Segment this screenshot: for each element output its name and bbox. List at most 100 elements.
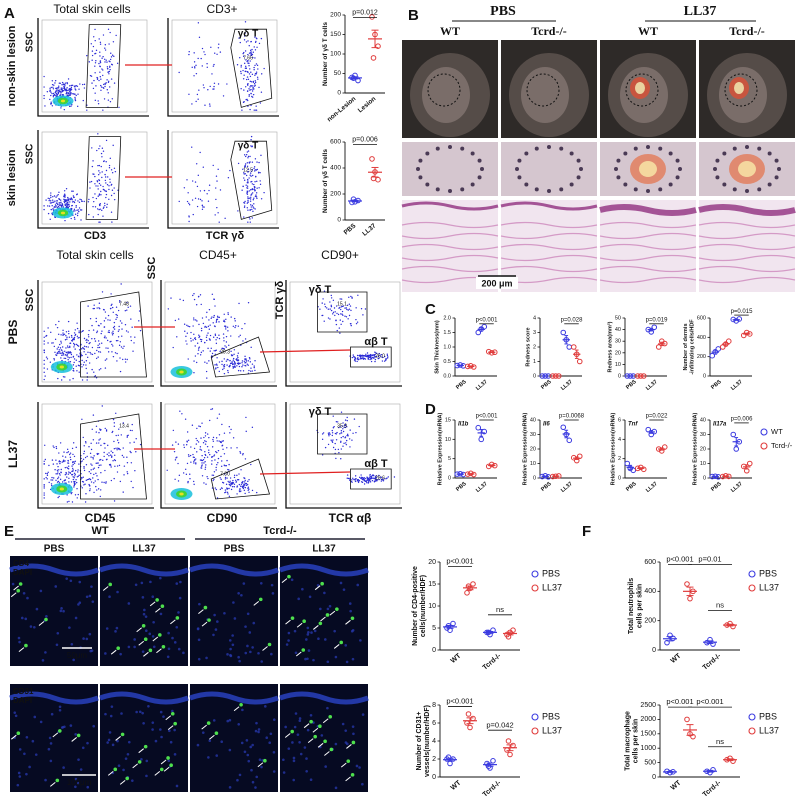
legend-label: WT: [771, 427, 783, 436]
event: [98, 164, 101, 167]
nucleus: [291, 741, 294, 744]
event: [250, 145, 252, 147]
event: [43, 487, 45, 489]
event: [200, 329, 203, 332]
event: [230, 488, 233, 491]
positive-cell: [169, 763, 173, 768]
event: [209, 85, 211, 88]
dermis-fiber: [599, 254, 697, 262]
event: [251, 73, 254, 76]
event: [248, 356, 251, 359]
event: [250, 54, 252, 56]
event: [67, 78, 70, 80]
pointer-arrow: [154, 771, 161, 776]
x-tick-label: PBS: [343, 222, 358, 236]
y-axis-label: cells(number/HDF): [420, 575, 427, 637]
dot: [457, 470, 464, 477]
nucleus: [34, 753, 38, 756]
event: [131, 429, 133, 432]
y-tick-label: 10: [445, 437, 451, 443]
y-tick-label: 4: [432, 738, 436, 745]
event: [200, 467, 202, 469]
nucleus: [173, 728, 176, 732]
event: [201, 208, 204, 211]
y-axis-label: Redness area(mm²): [606, 321, 613, 372]
event: [73, 484, 75, 487]
event: [234, 363, 236, 366]
y-tick-label: 0: [432, 774, 436, 781]
event: [105, 169, 108, 172]
event: [215, 466, 217, 469]
event: [72, 478, 75, 481]
ink-dot: [460, 146, 465, 151]
event: [96, 181, 99, 183]
density-core: [59, 487, 64, 491]
event: [60, 379, 63, 381]
event: [210, 46, 212, 48]
event: [92, 414, 95, 416]
nucleus: [144, 629, 148, 633]
event: [94, 28, 96, 31]
event: [46, 358, 49, 360]
event: [244, 338, 247, 340]
legend-marker: [760, 428, 768, 436]
event: [64, 219, 66, 222]
label: 7.30: [220, 471, 230, 477]
event: [126, 309, 128, 311]
event: [193, 360, 195, 362]
event: [98, 346, 101, 349]
nucleus: [244, 651, 248, 655]
event: [339, 298, 341, 300]
label: Total skin cells: [56, 248, 133, 262]
event: [198, 89, 200, 91]
event: [101, 57, 103, 59]
event: [112, 355, 115, 358]
event: [98, 208, 100, 211]
event: [94, 99, 97, 102]
annotation: p<0.001: [696, 697, 723, 706]
event: [68, 453, 71, 456]
event: [69, 345, 71, 348]
event: [99, 184, 102, 186]
pointer-arrow: [320, 616, 326, 622]
event: [100, 89, 102, 91]
event: [215, 488, 218, 491]
event: [367, 481, 370, 484]
event: [98, 62, 100, 65]
dot: [733, 446, 740, 452]
label: 20.3: [220, 349, 230, 355]
pointer-arrow: [49, 781, 56, 787]
label: SSC: [146, 257, 158, 280]
annotation: p=0.006: [352, 137, 378, 144]
event: [119, 320, 122, 322]
event: [247, 201, 249, 203]
event: [244, 163, 247, 165]
nucleus: [251, 743, 254, 747]
shaved-skin: [422, 67, 470, 123]
event: [98, 307, 100, 309]
event: [62, 354, 64, 356]
dot: [661, 444, 668, 450]
event: [97, 466, 100, 469]
event: [367, 355, 370, 358]
nucleus: [285, 643, 289, 646]
event: [74, 460, 77, 463]
event: [99, 51, 101, 53]
event: [194, 67, 196, 69]
event: [61, 89, 64, 92]
event: [372, 354, 375, 356]
event: [384, 355, 386, 358]
dot: [484, 760, 490, 767]
legend-marker: [748, 570, 756, 578]
event: [236, 493, 238, 495]
event: [242, 487, 245, 490]
y-tick-label: 0: [618, 373, 621, 379]
event: [214, 487, 217, 489]
event: [111, 334, 114, 336]
event: [218, 370, 220, 373]
event: [74, 348, 76, 350]
event: [335, 433, 337, 435]
event: [171, 444, 174, 446]
event: [250, 346, 252, 349]
event: [75, 94, 77, 97]
